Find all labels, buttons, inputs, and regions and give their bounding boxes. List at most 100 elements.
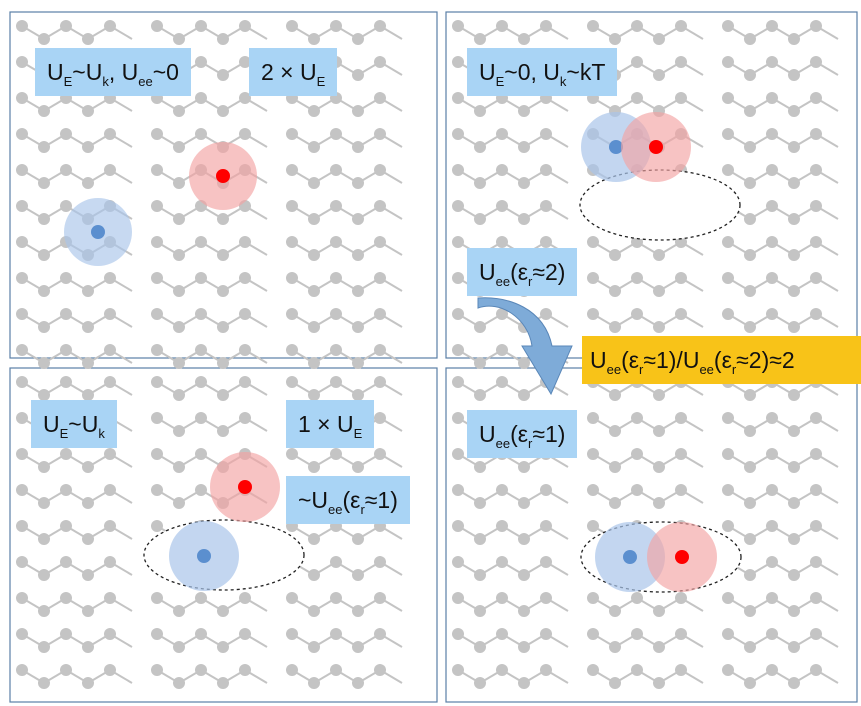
lattice-atom bbox=[352, 69, 364, 81]
lattice-atom bbox=[60, 556, 72, 568]
lattice-atom bbox=[195, 412, 207, 424]
lattice-atom bbox=[60, 164, 72, 176]
lattice-atom bbox=[675, 20, 687, 32]
label-text: ≈1)/U bbox=[643, 347, 700, 373]
subscript: ee bbox=[606, 362, 622, 377]
lattice-atom bbox=[788, 569, 800, 581]
label-text: U bbox=[479, 259, 496, 285]
lattice-atom bbox=[540, 128, 552, 140]
lattice-atom bbox=[452, 308, 464, 320]
lattice-atom bbox=[16, 164, 28, 176]
lattice-atom bbox=[173, 105, 185, 117]
lattice-atom bbox=[352, 605, 364, 617]
lattice-atom bbox=[151, 344, 163, 356]
lattice-atom bbox=[151, 448, 163, 460]
lattice-atom bbox=[104, 344, 116, 356]
lattice-atom bbox=[286, 592, 298, 604]
lattice-atom bbox=[788, 425, 800, 437]
lattice-atom bbox=[540, 628, 552, 640]
lattice-atom bbox=[239, 272, 251, 284]
lattice-atom bbox=[810, 592, 822, 604]
lattice-atom bbox=[173, 213, 185, 225]
lattice-atom bbox=[308, 177, 320, 189]
lattice-atom bbox=[308, 321, 320, 333]
label-text: U bbox=[479, 421, 496, 447]
electron bbox=[197, 549, 211, 563]
lattice-atom bbox=[16, 448, 28, 460]
lattice-atom bbox=[722, 20, 734, 32]
lattice-atom bbox=[151, 592, 163, 604]
lattice-atom bbox=[374, 344, 386, 356]
lattice-atom bbox=[587, 628, 599, 640]
lattice-atom bbox=[766, 556, 778, 568]
lattice-atom bbox=[788, 389, 800, 401]
lattice-atom bbox=[82, 641, 94, 653]
lattice-atom bbox=[173, 249, 185, 261]
lattice-atom bbox=[217, 605, 229, 617]
lattice-atom bbox=[788, 321, 800, 333]
lattice-atom bbox=[16, 628, 28, 640]
lattice-atom bbox=[452, 412, 464, 424]
lattice-atom bbox=[374, 628, 386, 640]
lattice-atom bbox=[195, 56, 207, 68]
lattice-atom bbox=[744, 497, 756, 509]
lattice-atom bbox=[330, 236, 342, 248]
lattice-atom bbox=[195, 308, 207, 320]
lattice-atom bbox=[653, 321, 665, 333]
lattice-atom bbox=[744, 461, 756, 473]
lattice-atom bbox=[217, 357, 229, 369]
lattice-atom bbox=[173, 177, 185, 189]
lattice-atom bbox=[474, 177, 486, 189]
lattice-atom bbox=[675, 308, 687, 320]
subscript: ee bbox=[138, 74, 153, 89]
lattice-atom bbox=[810, 308, 822, 320]
lattice-atom bbox=[104, 556, 116, 568]
lattice-atom bbox=[474, 213, 486, 225]
lattice-atom bbox=[631, 448, 643, 460]
lattice-atom bbox=[452, 376, 464, 388]
lattice-atom bbox=[788, 285, 800, 297]
lattice-atom bbox=[474, 357, 486, 369]
lattice-atom bbox=[653, 285, 665, 297]
lattice-atom bbox=[308, 105, 320, 117]
lattice-atom bbox=[151, 308, 163, 320]
lattice-atom bbox=[766, 448, 778, 460]
lattice-atom bbox=[653, 33, 665, 45]
label-text: (ε bbox=[621, 347, 640, 373]
lattice-atom bbox=[82, 177, 94, 189]
lattice-atom bbox=[744, 605, 756, 617]
subscript: k bbox=[559, 74, 567, 89]
lattice-atom bbox=[810, 412, 822, 424]
lattice-atom bbox=[374, 412, 386, 424]
lattice-atom bbox=[286, 164, 298, 176]
lattice-atom bbox=[788, 641, 800, 653]
lattice-atom bbox=[609, 321, 621, 333]
lattice-atom bbox=[766, 308, 778, 320]
lattice-atom bbox=[452, 236, 464, 248]
lattice-atom bbox=[173, 141, 185, 153]
lattice-atom bbox=[474, 533, 486, 545]
lattice-atom bbox=[239, 592, 251, 604]
lattice-atom bbox=[452, 448, 464, 460]
lattice-atom bbox=[788, 677, 800, 689]
lattice-atom bbox=[330, 128, 342, 140]
lattice-atom bbox=[217, 425, 229, 437]
curved-arrow-icon bbox=[477, 297, 573, 396]
lattice-atom bbox=[518, 213, 530, 225]
lattice-atom bbox=[810, 448, 822, 460]
lattice-atom bbox=[631, 412, 643, 424]
lattice-atom bbox=[452, 344, 464, 356]
label-text: 1 × U bbox=[298, 411, 354, 437]
lattice-atom bbox=[195, 236, 207, 248]
subscript: E bbox=[63, 74, 73, 89]
lattice-atom bbox=[374, 236, 386, 248]
lattice-atom bbox=[82, 33, 94, 45]
lattice-atom bbox=[352, 177, 364, 189]
lattice-atom bbox=[195, 376, 207, 388]
lattice-atom bbox=[587, 236, 599, 248]
label-text: U bbox=[47, 59, 64, 85]
lattice-atom bbox=[60, 664, 72, 676]
lattice-atom bbox=[474, 141, 486, 153]
lattice-atom bbox=[496, 484, 508, 496]
lattice-atom bbox=[518, 357, 530, 369]
